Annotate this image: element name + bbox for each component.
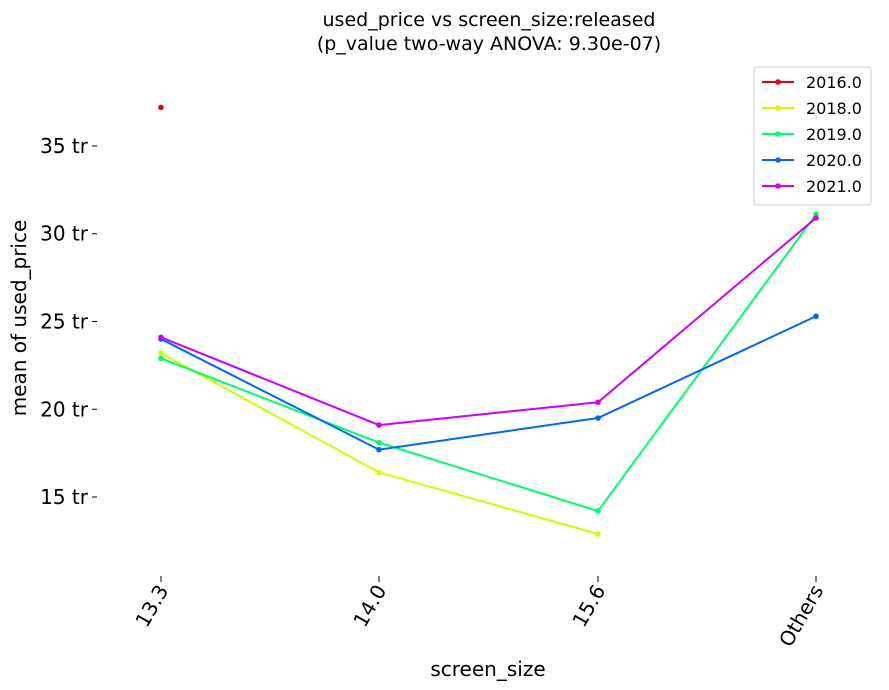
x-tick-label: 15.6 [567, 581, 610, 632]
y-tick-label: 30 tr [40, 222, 89, 246]
legend-label: 2016.0 [806, 73, 862, 92]
y-tick-label: 35 tr [40, 134, 89, 158]
legend-item: 2019.0 [762, 125, 862, 144]
legend-item: 2016.0 [762, 73, 862, 92]
data-point [813, 215, 819, 221]
data-point [376, 422, 382, 428]
legend-item: 2021.0 [762, 177, 862, 196]
series-line [160, 217, 817, 427]
x-tick-label: 14.0 [348, 581, 391, 632]
y-axis-label: mean of used_price [7, 220, 31, 417]
series-2021.0 [158, 215, 819, 428]
legend-swatch-marker [775, 183, 781, 189]
data-point [158, 334, 164, 341]
legend-frame [753, 66, 872, 206]
data-point [158, 355, 164, 362]
data-point [595, 531, 601, 537]
legend-swatch-marker [775, 157, 781, 163]
data-point [376, 439, 382, 446]
y-tick-label: 15 tr [40, 485, 89, 509]
data-point [595, 399, 601, 406]
data-point [813, 313, 819, 320]
series-line [160, 315, 817, 451]
series-2020.0 [158, 313, 819, 453]
legend-item: 2020.0 [762, 151, 862, 170]
data-point [158, 104, 164, 111]
legend-item: 2018.0 [762, 99, 862, 118]
y-tick-label: 20 tr [40, 397, 89, 421]
x-tick-label: 13.3 [130, 581, 173, 632]
data-point [376, 469, 382, 476]
legend-swatch-marker [775, 105, 781, 111]
legend-swatch-marker [775, 131, 781, 137]
data-point [376, 446, 382, 453]
data-point [158, 350, 164, 356]
x-axis: 13.3 14.0 15.6 Others [130, 576, 828, 651]
data-point [595, 508, 601, 514]
legend-label: 2021.0 [806, 177, 862, 196]
legend-label: 2019.0 [806, 125, 862, 144]
legend-label: 2018.0 [806, 99, 862, 118]
series-2019.0 [158, 211, 819, 514]
y-tick-label: 25 tr [40, 310, 89, 334]
series-2016.0 [158, 104, 164, 111]
legend: 2016.0 2018.0 2019.0 2020.0 2021.0 [753, 66, 872, 206]
chart-title-line2: (p_value two-way ANOVA: 9.30e-07) [317, 33, 661, 55]
series-layer [158, 104, 819, 537]
data-point [595, 415, 601, 421]
x-axis-label: screen_size [430, 657, 545, 681]
series-2018.0 [158, 350, 601, 537]
legend-label: 2020.0 [806, 151, 862, 170]
legend-swatch-marker [775, 79, 781, 85]
series-line [160, 213, 817, 513]
y-axis: 15 tr 20 tr 25 tr 30 tr 35 tr [40, 134, 97, 509]
chart-title-line1: used_price vs screen_size:released [323, 9, 656, 31]
x-tick-label: Others [774, 581, 828, 651]
